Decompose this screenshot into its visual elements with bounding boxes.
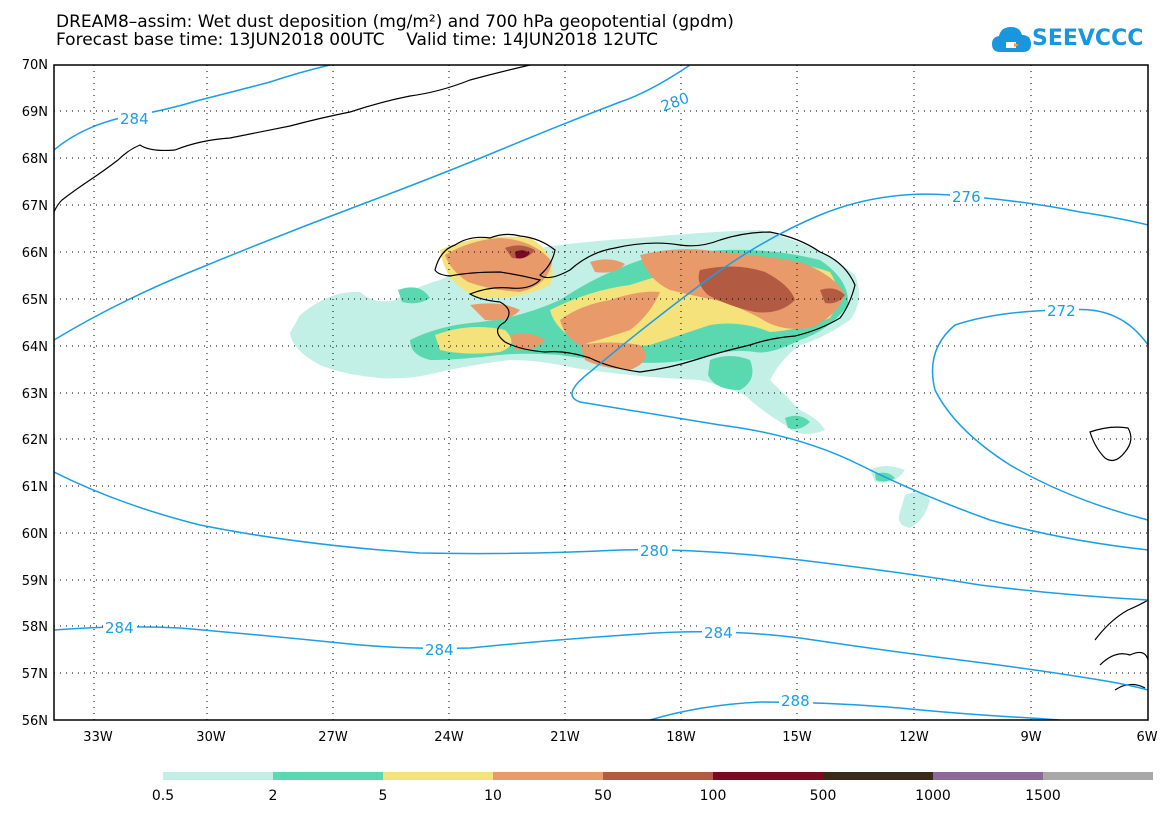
contour-label: 284 [425, 641, 454, 659]
lon-label: 6W [1136, 730, 1157, 745]
faroe-coast [1089, 426, 1132, 462]
dust-area [898, 492, 930, 528]
colorbar-label: 50 [594, 788, 612, 804]
colorbar-swatch [273, 772, 383, 780]
colorbar-swatch [603, 772, 713, 780]
title-line-2: Forecast base time: 13JUN2018 00UTC Vali… [56, 30, 658, 50]
colorbar-label: 1500 [1025, 788, 1061, 804]
lon-label: 33W [83, 730, 113, 745]
contour-line [54, 471, 1148, 601]
lon-label: 24W [434, 730, 464, 745]
colorbar-swatch [493, 772, 603, 780]
lon-label: 18W [666, 730, 696, 745]
contour-line [571, 371, 1148, 551]
greenland-coast [54, 65, 531, 213]
logo-text: SEEVCCC [1032, 26, 1144, 51]
contour-label: 284 [105, 619, 134, 637]
dust-area [560, 291, 660, 345]
grid [54, 65, 1148, 720]
lat-label: 58N [22, 620, 48, 635]
contour-line [589, 193, 1148, 373]
lon-label: 21W [550, 730, 580, 745]
iceland-coast [434, 231, 856, 373]
dust-area [785, 415, 810, 430]
colorbar-swatch [383, 772, 493, 780]
lat-label: 62N [22, 433, 48, 448]
seevccc-logo: SEEVCCC [990, 20, 1160, 60]
lat-label: 56N [22, 714, 48, 729]
dust-area [435, 326, 512, 354]
colorbar-label: 2 [269, 788, 278, 804]
dust-area [580, 342, 646, 370]
contour-line [649, 701, 1066, 720]
longitude-labels: 33W 30W 27W 24W 21W 18W 15W 12W 9W 6W [83, 730, 1157, 745]
geopotential-contours [54, 65, 1148, 720]
contour-labels: 284 280 276 272 280 284 284 284 288 [103, 89, 1079, 710]
contour-line [54, 65, 691, 341]
lat-label: 59N [22, 574, 48, 589]
contour-line [54, 65, 331, 151]
scotland-coast [1094, 599, 1148, 691]
lat-label: 60N [22, 527, 48, 542]
contour-label: 280 [640, 542, 669, 560]
lat-label: 63N [22, 387, 48, 402]
dust-area [590, 259, 625, 273]
lat-label: 61N [22, 480, 48, 495]
contour-label: 284 [120, 110, 149, 128]
lat-label: 69N [22, 105, 48, 120]
colorbar-label: 500 [810, 788, 837, 804]
dust-area [698, 266, 795, 313]
contour-label: 272 [1047, 302, 1076, 320]
cloud-icon [992, 27, 1031, 52]
lat-label: 70N [22, 58, 48, 73]
dust-area [820, 288, 845, 304]
colorbar-label: 100 [700, 788, 727, 804]
contour-line [54, 626, 1148, 691]
contour-label: 276 [952, 188, 981, 206]
latitude-labels: 70N 69N 68N 67N 66N 65N 64N 63N 62N 61N … [22, 58, 48, 729]
colorbar-swatch [713, 772, 823, 780]
colorbar-label: 10 [484, 788, 502, 804]
contour-label: 284 [704, 624, 733, 642]
lat-label: 67N [22, 199, 48, 214]
contour-line [931, 308, 1148, 521]
contour-label: 288 [781, 692, 810, 710]
dust-area [510, 333, 545, 351]
colorbar-swatch [163, 772, 273, 780]
colorbar-label: 0.5 [152, 788, 174, 804]
colorbar-swatch [1043, 772, 1153, 780]
lon-label: 27W [318, 730, 348, 745]
lon-label: 15W [782, 730, 812, 745]
lat-label: 66N [22, 246, 48, 261]
lat-label: 57N [22, 667, 48, 682]
colorbar: 0.5 2 5 10 50 100 500 1000 1500 [152, 772, 1153, 804]
colorbar-swatch [933, 772, 1043, 780]
lon-label: 9W [1020, 730, 1041, 745]
dust-area [708, 356, 753, 390]
colorbar-swatch [823, 772, 933, 780]
coastlines [54, 65, 1148, 691]
lon-label: 12W [899, 730, 929, 745]
dust-area [398, 287, 430, 304]
lat-label: 65N [22, 293, 48, 308]
colorbar-label: 5 [379, 788, 388, 804]
title-line-1: DREAM8–assim: Wet dust deposition (mg/m²… [56, 12, 734, 32]
colorbar-label: 1000 [915, 788, 951, 804]
contour-label: 280 [659, 89, 692, 116]
lat-label: 68N [22, 152, 48, 167]
plot-frame [53, 64, 1149, 721]
dust-deposition-field [290, 230, 930, 528]
dust-area [515, 250, 530, 259]
lat-label: 64N [22, 340, 48, 355]
lon-label: 30W [196, 730, 226, 745]
